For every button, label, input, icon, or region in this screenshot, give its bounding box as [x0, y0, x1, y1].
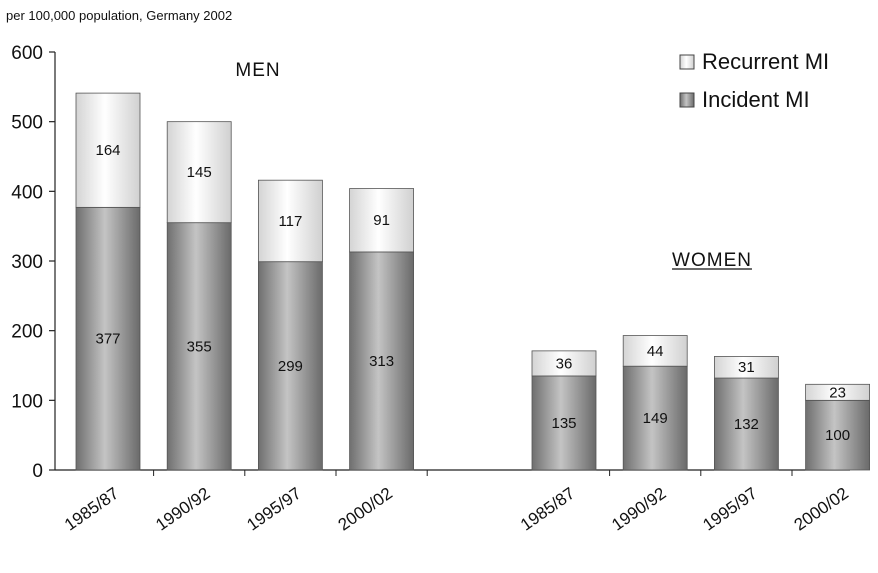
bar-value-incident: 355 [187, 338, 212, 355]
bar-value-recurrent: 145 [187, 164, 212, 181]
group-label-women: WOMEN [672, 250, 752, 271]
legend-label: Incident MI [702, 87, 810, 112]
bar-incident [622, 365, 688, 471]
legend-swatch [679, 54, 695, 70]
bar-recurrent [75, 92, 141, 208]
x-tick-label: 1995/97 [699, 484, 760, 535]
bar-incident [257, 261, 323, 471]
bar-value-incident: 135 [551, 415, 576, 432]
x-tick-label: 1990/92 [152, 484, 213, 535]
y-axis: 0 100 200 300 400 500 600 [11, 43, 56, 482]
x-tick-label: 1985/87 [61, 484, 122, 535]
bar-recurrent [531, 350, 597, 377]
y-tick-label: 600 [11, 43, 43, 64]
bar-incident [531, 375, 597, 471]
legend-swatch [679, 92, 695, 108]
bar-recurrent [714, 356, 779, 379]
bar-value-incident: 299 [278, 358, 303, 375]
bar-recurrent [805, 383, 870, 401]
x-tick-label: 2000/02 [335, 484, 396, 535]
y-tick-label: 500 [11, 113, 43, 134]
x-tick-label: 1990/92 [608, 484, 669, 535]
bars [75, 92, 870, 471]
y-tick-label: 0 [32, 461, 43, 482]
bar-value-recurrent: 164 [95, 142, 120, 159]
bar-incident [805, 399, 870, 471]
bar-value-recurrent: 44 [647, 343, 664, 360]
bar-value-incident: 100 [825, 427, 850, 444]
bar-value-incident: 313 [369, 353, 394, 370]
x-axis: 1985/87 1990/92 1995/97 2000/02 1985/87 1990/… [55, 469, 852, 535]
x-tick-label: 2000/02 [791, 484, 852, 535]
y-tick-label: 200 [11, 322, 43, 343]
bar-incident [349, 251, 415, 471]
y-tick-label: 400 [11, 182, 43, 203]
bar-value-incident: 149 [643, 410, 668, 427]
y-tick-label: 100 [11, 391, 43, 412]
bar-value-recurrent: 117 [278, 213, 302, 230]
y-tick-label: 300 [11, 252, 43, 273]
bar-incident [714, 377, 779, 471]
chart-subtitle: per 100,000 population, Germany 2002 [6, 8, 232, 23]
group-labels: MEN WOMEN [235, 60, 752, 271]
bar-recurrent [349, 188, 415, 253]
bar-recurrent [257, 179, 323, 263]
x-tick-label: 1995/97 [243, 484, 304, 535]
bar-value-recurrent: 23 [829, 384, 846, 401]
bar-incident [75, 206, 141, 471]
bar-value-recurrent: 91 [373, 212, 390, 229]
bar-labels: 377 164 355 145 299 117 313 91 135 36 149 44 132 31 10… [95, 142, 850, 444]
bar-value-recurrent: 31 [738, 359, 755, 376]
bar-recurrent [622, 335, 688, 367]
bar-value-incident: 132 [734, 416, 759, 433]
bar-value-incident: 377 [95, 331, 120, 348]
legend: Recurrent MI Incident MI [679, 49, 829, 112]
x-tick-label: 1985/87 [517, 484, 578, 535]
bar-recurrent [166, 121, 232, 224]
bar-value-recurrent: 36 [556, 355, 573, 372]
bar-incident [166, 222, 232, 471]
group-label-men: MEN [235, 60, 280, 81]
legend-label: Recurrent MI [702, 49, 829, 74]
